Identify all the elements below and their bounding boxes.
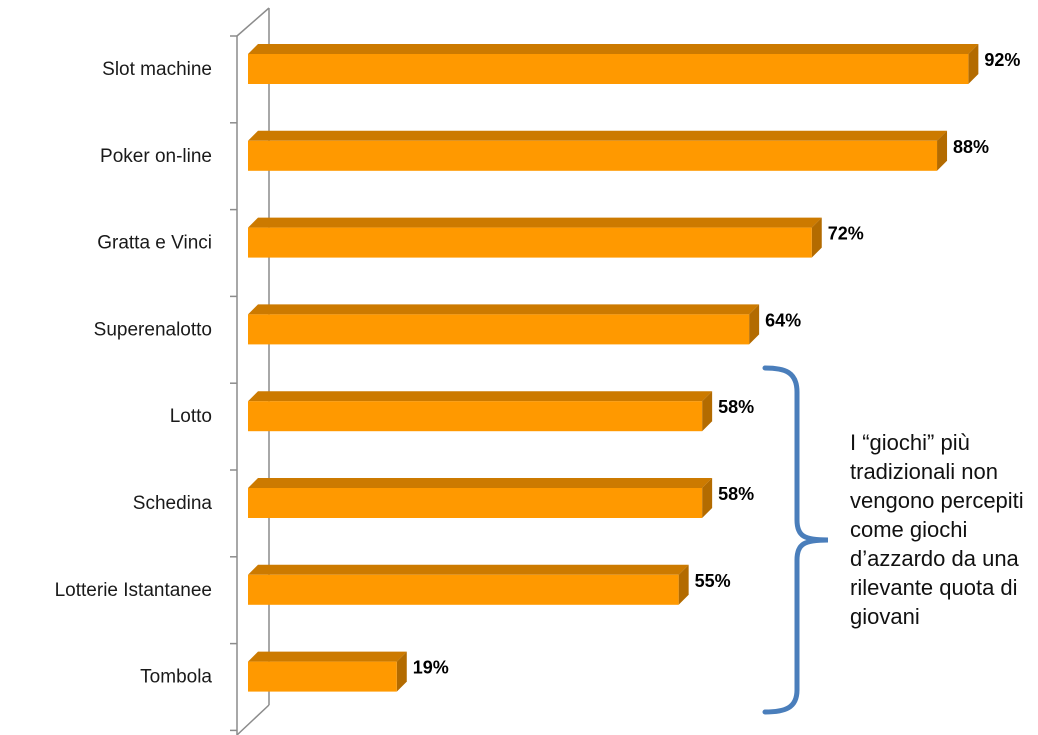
bar bbox=[248, 564, 689, 605]
value-label: 58% bbox=[718, 484, 754, 504]
category-label: Lotto bbox=[170, 406, 212, 427]
bar-side-face bbox=[749, 304, 760, 345]
bar-front-face bbox=[248, 314, 750, 345]
bar-side-face bbox=[811, 217, 822, 258]
bar-front-face bbox=[248, 401, 703, 432]
bar-top-face bbox=[248, 217, 822, 228]
bar-front-face bbox=[248, 54, 969, 84]
bar-front-face bbox=[248, 488, 703, 518]
category-label: Slot machine bbox=[102, 59, 212, 80]
bar-top-face bbox=[248, 478, 713, 488]
axis-bottom-edge bbox=[236, 704, 270, 735]
annotation-text: I “giochi” più tradizionali non vengono … bbox=[850, 430, 1024, 629]
value-label: 92% bbox=[984, 50, 1020, 70]
bar-front-face bbox=[248, 661, 397, 692]
bar-side-face bbox=[396, 651, 407, 692]
bar-front-face bbox=[248, 227, 812, 258]
category-axis bbox=[230, 7, 270, 735]
category-label: Lotterie Istantanee bbox=[55, 580, 212, 601]
bar-top-face bbox=[248, 44, 979, 54]
bar-side-face bbox=[702, 391, 713, 432]
value-label: 55% bbox=[695, 571, 731, 591]
value-label: 64% bbox=[765, 310, 801, 330]
category-label: Schedina bbox=[133, 493, 213, 514]
bar bbox=[248, 44, 979, 84]
bar-side-face bbox=[678, 564, 689, 605]
bar-side-face bbox=[937, 130, 948, 171]
bars-group bbox=[248, 44, 979, 692]
annotation-bracket bbox=[762, 365, 829, 715]
category-label: Tombola bbox=[140, 667, 212, 688]
bar-front-face bbox=[248, 140, 938, 171]
bar bbox=[248, 130, 948, 171]
value-labels: 92% 88% 72% 64% 58% 58% 55% 19% bbox=[413, 50, 1021, 678]
category-label: Gratta e Vinci bbox=[97, 233, 212, 254]
value-label: 58% bbox=[718, 397, 754, 417]
bar-top-face bbox=[248, 564, 689, 575]
bar bbox=[248, 391, 713, 432]
value-label: 19% bbox=[413, 658, 449, 678]
bar-side-face bbox=[702, 478, 713, 518]
bar bbox=[248, 478, 713, 518]
value-label: 88% bbox=[953, 137, 989, 157]
bar-top-face bbox=[248, 130, 948, 141]
bar bbox=[248, 304, 760, 345]
bar-top-face bbox=[248, 391, 713, 402]
category-label: Superenalotto bbox=[94, 319, 212, 340]
category-labels: Slot machine Poker on-line Gratta e Vinci S… bbox=[55, 59, 213, 688]
bar bbox=[248, 651, 407, 692]
value-label: 72% bbox=[828, 224, 864, 244]
axis-top-edge bbox=[236, 7, 270, 37]
bar-top-face bbox=[248, 304, 760, 315]
bar bbox=[248, 217, 822, 258]
bar-front-face bbox=[248, 574, 679, 605]
bar-top-face bbox=[248, 651, 407, 662]
category-label: Poker on-line bbox=[100, 146, 212, 167]
bar-side-face bbox=[968, 44, 979, 84]
